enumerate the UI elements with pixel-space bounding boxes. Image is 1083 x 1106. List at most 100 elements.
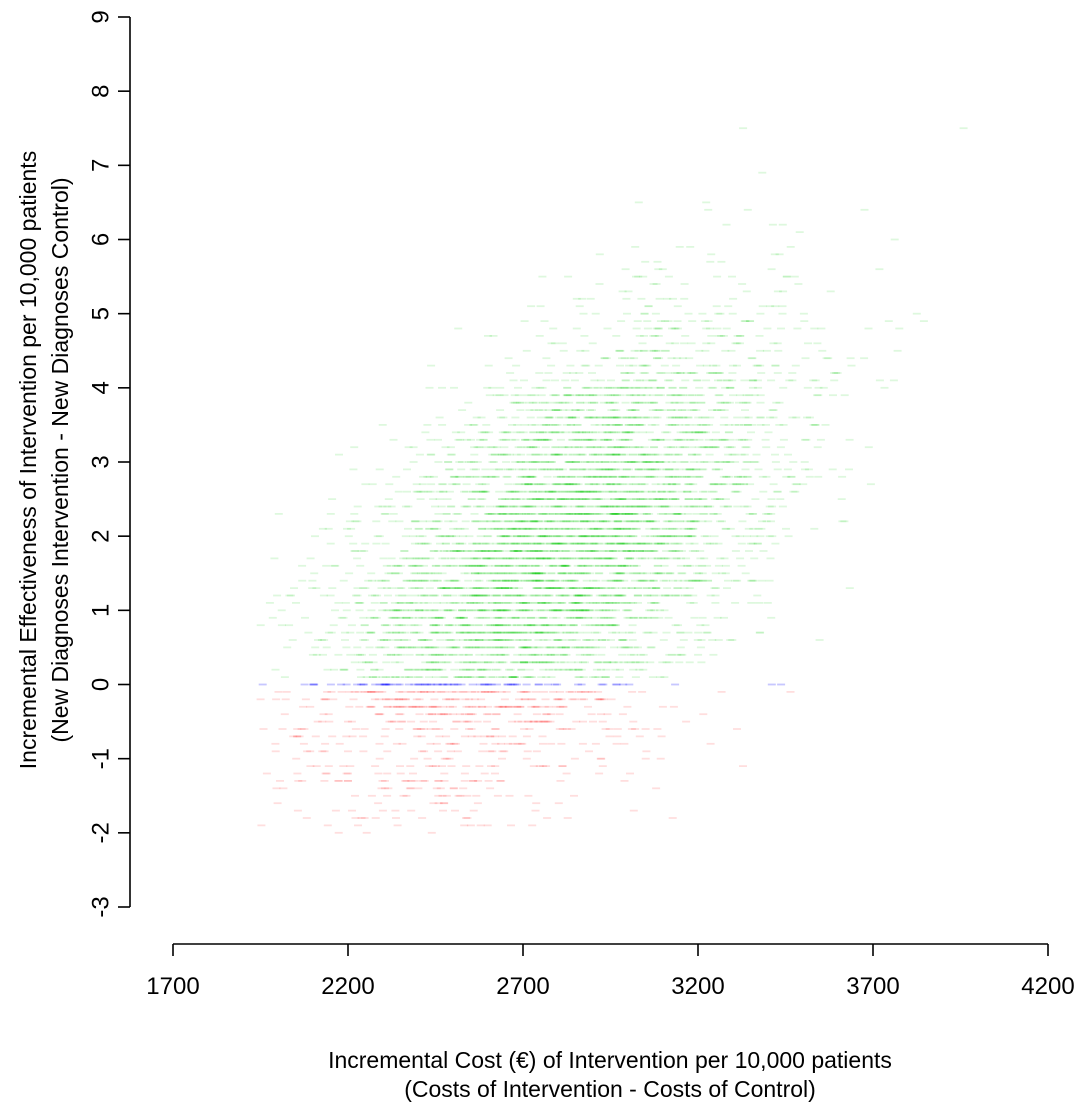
- scatter-point: [538, 735, 547, 738]
- scatter-point: [429, 594, 438, 597]
- scatter-point: [555, 527, 563, 530]
- scatter-point: [594, 564, 603, 567]
- scatter-point: [413, 728, 422, 730]
- scatter-point: [461, 520, 470, 523]
- scatter-point: [389, 616, 398, 619]
- scatter-point: [522, 394, 531, 397]
- scatter-point: [610, 416, 619, 419]
- scatter-point: [564, 394, 572, 397]
- scatter-point: [377, 579, 386, 582]
- scatter-point: [579, 564, 587, 567]
- scatter-point: [676, 431, 685, 434]
- scatter-point: [616, 446, 625, 449]
- scatter-point: [512, 527, 521, 530]
- scatter-point: [351, 794, 359, 797]
- scatter-point: [552, 505, 561, 508]
- scatter-point: [740, 320, 749, 322]
- scatter-point: [546, 609, 555, 612]
- scatter-point: [421, 653, 430, 656]
- scatter-point: [599, 624, 608, 627]
- scatter-point: [425, 691, 434, 693]
- scatter-point: [640, 483, 649, 486]
- scatter-point: [379, 602, 388, 604]
- scatter-point: [382, 609, 391, 612]
- scatter-point: [575, 594, 584, 597]
- scatter-point: [771, 461, 780, 463]
- scatter-point: [547, 498, 556, 500]
- scatter-point: [339, 579, 348, 582]
- scatter-point: [809, 379, 818, 382]
- scatter-point: [516, 498, 525, 500]
- scatter-point: [425, 713, 434, 716]
- scatter-point: [597, 698, 606, 701]
- scatter-point: [596, 498, 605, 500]
- scatter-point: [563, 668, 572, 671]
- scatter-point: [589, 653, 597, 656]
- scatter-point: [574, 602, 583, 604]
- scatter-point: [661, 527, 670, 530]
- scatter-point: [479, 490, 488, 493]
- scatter-point: [768, 223, 777, 226]
- scatter-point: [499, 416, 508, 419]
- scatter-point: [508, 676, 517, 678]
- scatter-point: [650, 438, 659, 441]
- scatter-point: [426, 683, 435, 686]
- scatter-point: [559, 520, 568, 523]
- scatter-point: [653, 542, 662, 545]
- scatter-point: [504, 609, 513, 612]
- scatter-point: [524, 572, 533, 575]
- scatter-point: [606, 587, 615, 589]
- scatter-point: [650, 335, 659, 337]
- scatter-point: [361, 587, 370, 589]
- scatter-point: [540, 461, 549, 463]
- scatter-point: [632, 564, 641, 567]
- scatter-point: [408, 587, 417, 589]
- scatter-point: [585, 490, 594, 493]
- scatter-point: [800, 320, 809, 322]
- scatter-point: [640, 416, 649, 419]
- scatter-point: [616, 468, 625, 471]
- scatter-point: [634, 602, 642, 604]
- scatter-point: [459, 535, 468, 538]
- scatter-point: [463, 720, 472, 723]
- scatter-point: [620, 386, 629, 389]
- scatter-point: [539, 550, 548, 552]
- scatter-point: [571, 609, 580, 612]
- scatter-point: [533, 587, 542, 589]
- scatter-point: [560, 564, 569, 567]
- scatter-point: [552, 616, 561, 619]
- scatter-point: [539, 401, 548, 404]
- scatter-point: [460, 691, 469, 693]
- scatter-point: [565, 542, 574, 545]
- scatter-point: [532, 587, 541, 589]
- scatter-point: [728, 379, 737, 382]
- scatter-point: [584, 550, 593, 552]
- scatter-point: [596, 520, 605, 523]
- scatter-point: [593, 527, 602, 530]
- scatter-point: [438, 424, 447, 426]
- scatter-point: [596, 379, 605, 382]
- scatter-point: [350, 661, 359, 664]
- scatter-point: [576, 550, 584, 552]
- scatter-point: [671, 327, 680, 330]
- scatter-point: [695, 386, 704, 389]
- scatter-point: [693, 453, 702, 456]
- scatter-point: [435, 653, 444, 656]
- scatter-point: [707, 342, 716, 345]
- scatter-point: [611, 513, 620, 515]
- scatter-point: [597, 639, 606, 641]
- scatter-point: [500, 394, 509, 397]
- scatter-point: [368, 676, 377, 678]
- scatter-point: [410, 683, 419, 686]
- scatter-point: [621, 401, 630, 404]
- scatter-point: [609, 401, 618, 404]
- scatter-point: [598, 550, 607, 552]
- scatter-point: [545, 431, 554, 434]
- scatter-point: [426, 572, 435, 575]
- scatter-point: [694, 446, 703, 449]
- scatter-point: [468, 683, 477, 686]
- scatter-point: [581, 557, 590, 560]
- scatter-point: [702, 424, 711, 426]
- scatter-point: [622, 535, 631, 538]
- scatter-point: [644, 505, 653, 508]
